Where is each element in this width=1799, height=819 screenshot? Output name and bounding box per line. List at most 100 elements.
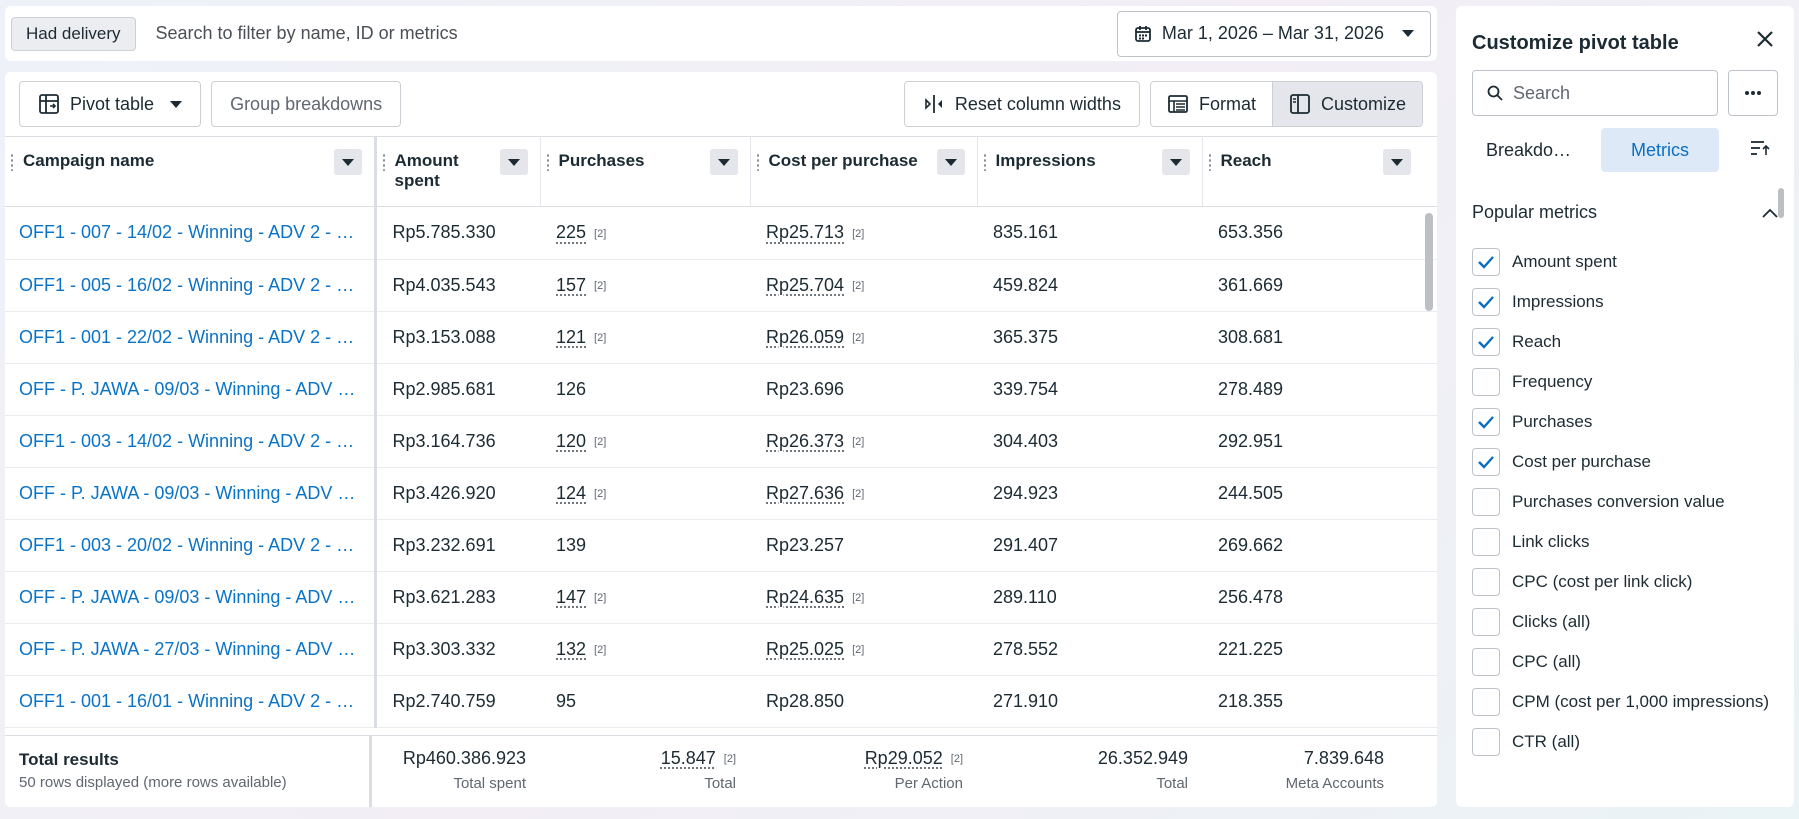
metric-option[interactable]: CPC (cost per link click) — [1472, 568, 1772, 610]
cpp-value[interactable]: Rp26.059 — [766, 326, 845, 347]
cpp-value[interactable]: Rp25.704 — [766, 274, 845, 295]
tab-breakdowns[interactable]: Breakdo… — [1486, 139, 1572, 160]
drag-handle-icon[interactable] — [755, 153, 760, 171]
metric-option[interactable]: Frequency — [1472, 368, 1772, 410]
table-row[interactable]: OFF1 - 001 - 16/01 - Winning - ADV 2 - …… — [5, 675, 1437, 728]
cpp-value[interactable]: Rp27.636 — [766, 482, 845, 503]
close-button[interactable] — [1756, 30, 1774, 53]
purchases-value[interactable]: 120 — [556, 430, 587, 451]
table-row[interactable]: OFF - P. JAWA - 09/03 - Winning - ADV … R… — [5, 571, 1437, 624]
metric-option[interactable]: Impressions — [1472, 288, 1772, 330]
metric-option[interactable]: CPC (all) — [1472, 648, 1772, 690]
table-row[interactable]: OFF1 - 003 - 14/02 - Winning - ADV 2 - …… — [5, 415, 1437, 468]
vertical-scrollbar[interactable] — [1425, 213, 1433, 311]
reach-cell: 218.355 — [1202, 675, 1437, 728]
column-menu-button[interactable] — [1382, 149, 1411, 175]
metric-option[interactable]: Link clicks — [1472, 528, 1772, 570]
metric-checkbox[interactable] — [1472, 528, 1500, 556]
had-delivery-chip[interactable]: Had delivery — [11, 16, 136, 51]
metric-checkbox[interactable] — [1472, 368, 1500, 396]
cpp-value[interactable]: Rp25.025 — [766, 638, 845, 659]
campaign-name-link[interactable]: OFF1 - 003 - 14/02 - Winning - ADV 2 - … — [5, 415, 377, 468]
date-range-label: Mar 1, 2026 – Mar 31, 2026 — [1161, 23, 1384, 43]
table-row[interactable]: OFF - P. JAWA - 09/03 - Winning - ADV … R… — [5, 363, 1437, 416]
column-menu-button[interactable] — [936, 149, 965, 175]
reset-column-widths-button[interactable]: Reset column widths — [903, 81, 1140, 127]
table-row[interactable]: OFF1 - 003 - 20/02 - Winning - ADV 2 - …… — [5, 519, 1437, 572]
group-breakdowns-button[interactable]: Group breakdowns — [211, 81, 402, 127]
purchases-value[interactable]: 132 — [556, 638, 587, 659]
drag-handle-icon[interactable] — [982, 153, 987, 171]
customize-button[interactable]: Customize — [1271, 82, 1422, 126]
column-menu-button[interactable] — [1161, 149, 1190, 175]
drag-handle-icon[interactable] — [381, 153, 386, 171]
column-header-reach[interactable]: Reach — [1202, 136, 1437, 207]
panel-search-input[interactable]: Search — [1472, 70, 1718, 116]
drag-handle-icon[interactable] — [10, 153, 14, 171]
metric-option[interactable]: Clicks (all) — [1472, 608, 1772, 650]
column-header-purchases[interactable]: Purchases — [540, 136, 751, 207]
tab-metrics[interactable]: Metrics — [1601, 128, 1720, 172]
campaign-name-link[interactable]: OFF - P. JAWA - 09/03 - Winning - ADV … — [5, 571, 377, 624]
campaign-name-link[interactable]: OFF - P. JAWA - 09/03 - Winning - ADV … — [5, 363, 377, 416]
filter-search-input[interactable]: Search to filter by name, ID or metrics — [155, 23, 458, 43]
column-menu-button[interactable] — [709, 149, 738, 175]
cpp-value[interactable]: Rp26.373 — [766, 430, 845, 451]
metric-option[interactable]: Purchases — [1472, 408, 1772, 450]
total-purchases-value[interactable]: 15.847 — [660, 748, 716, 768]
format-button[interactable]: Format — [1151, 82, 1272, 126]
column-menu-button[interactable] — [333, 149, 362, 175]
metric-option[interactable]: Purchases conversion value — [1472, 488, 1772, 530]
metric-option[interactable]: CPM (cost per 1,000 impressions) — [1472, 688, 1772, 730]
metric-checkbox[interactable] — [1472, 288, 1500, 316]
purchases-value[interactable]: 121 — [556, 326, 587, 347]
table-row[interactable]: OFF - P. JAWA - 27/03 - Winning - ADV … R… — [5, 623, 1437, 676]
metric-checkbox[interactable] — [1472, 728, 1500, 756]
metric-checkbox[interactable] — [1472, 448, 1500, 476]
drag-handle-icon[interactable] — [545, 153, 550, 171]
column-header-campaign-name[interactable]: Campaign name — [5, 136, 377, 207]
metric-option[interactable]: Amount spent — [1472, 248, 1772, 290]
cpp-value[interactable]: Rp24.635 — [766, 586, 845, 607]
table-row[interactable]: OFF1 - 005 - 16/02 - Winning - ADV 2 - …… — [5, 259, 1437, 312]
column-menu-button[interactable] — [499, 149, 528, 175]
campaign-name-link[interactable]: OFF1 - 001 - 16/01 - Winning - ADV 2 - … — [5, 675, 377, 728]
metric-checkbox[interactable] — [1472, 408, 1500, 436]
campaign-name-link[interactable]: OFF - P. JAWA - 27/03 - Winning - ADV … — [5, 623, 377, 676]
total-cpp-value[interactable]: Rp29.052 — [864, 748, 943, 768]
purchases-value[interactable]: 147 — [556, 586, 587, 607]
more-options-button[interactable] — [1728, 70, 1778, 116]
column-header-cost-per-purchase[interactable]: Cost per purchase — [750, 136, 978, 207]
table-row[interactable]: OFF1 - 007 - 14/02 - Winning - ADV 2 - …… — [5, 207, 1437, 260]
metric-checkbox[interactable] — [1472, 248, 1500, 276]
metric-checkbox[interactable] — [1472, 688, 1500, 716]
sort-button[interactable] — [1750, 139, 1770, 162]
purchases-value[interactable]: 124 — [556, 482, 587, 503]
date-range-picker[interactable]: Mar 1, 2026 – Mar 31, 2026 — [1116, 10, 1431, 57]
column-header-amount-spent[interactable]: Amount spent — [375, 136, 541, 207]
campaign-name-link[interactable]: OFF1 - 001 - 22/02 - Winning - ADV 2 - … — [5, 311, 377, 364]
campaign-name-link[interactable]: OFF1 - 007 - 14/02 - Winning - ADV 2 - … — [5, 207, 377, 260]
metric-option[interactable]: CTR (all) — [1472, 728, 1772, 770]
campaign-name-link[interactable]: OFF1 - 005 - 16/02 - Winning - ADV 2 - … — [5, 259, 377, 312]
drag-handle-icon[interactable] — [1207, 153, 1212, 171]
metric-option[interactable]: Reach — [1472, 328, 1772, 370]
purchases-value[interactable]: 225 — [556, 222, 587, 243]
table-row[interactable]: OFF - P. JAWA - 09/03 - Winning - ADV … R… — [5, 467, 1437, 520]
campaign-name-link[interactable]: OFF - P. JAWA - 09/03 - Winning - ADV … — [5, 467, 377, 520]
campaign-name-link[interactable]: OFF1 - 003 - 20/02 - Winning - ADV 2 - … — [5, 519, 377, 572]
cpp-value[interactable]: Rp25.713 — [766, 222, 845, 243]
purchases-value[interactable]: 157 — [556, 274, 587, 295]
metric-checkbox[interactable] — [1472, 488, 1500, 516]
metric-checkbox[interactable] — [1472, 648, 1500, 676]
table-row[interactable]: OFF1 - 001 - 22/02 - Winning - ADV 2 - …… — [5, 311, 1437, 364]
panel-scrollbar[interactable] — [1778, 188, 1784, 218]
pivot-table-view-button[interactable]: Pivot table — [19, 81, 202, 127]
column-header-impressions[interactable]: Impressions — [977, 136, 1203, 207]
metric-checkbox[interactable] — [1472, 608, 1500, 636]
metric-option[interactable]: Cost per purchase — [1472, 448, 1772, 490]
metric-checkbox[interactable] — [1472, 568, 1500, 596]
popular-metrics-header[interactable]: Popular metrics — [1472, 202, 1778, 223]
table-body-scroll[interactable]: OFF1 - 007 - 14/02 - Winning - ADV 2 - …… — [5, 207, 1437, 733]
metric-checkbox[interactable] — [1472, 328, 1500, 356]
